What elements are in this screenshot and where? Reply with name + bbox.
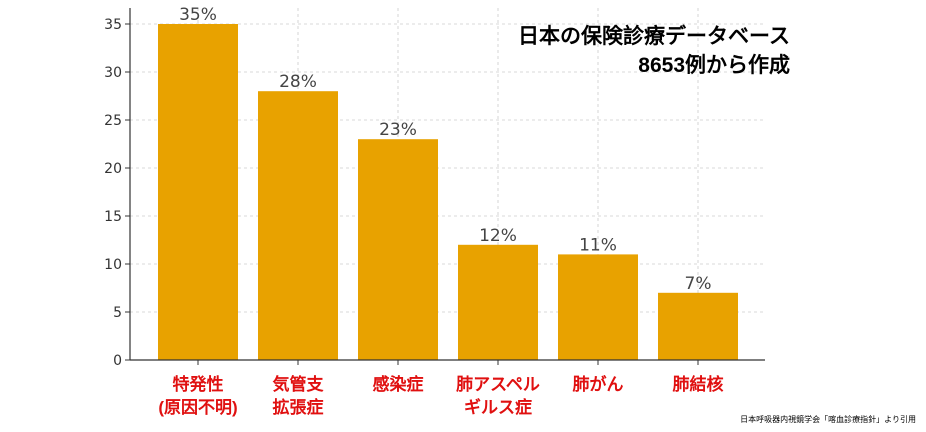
category-label-line: 拡張症 xyxy=(272,398,324,417)
data-label: 11% xyxy=(579,235,617,255)
category-label-line: 気管支 xyxy=(272,375,324,394)
y-tick-label: 15 xyxy=(104,209,122,225)
category-label-line: 肺結核 xyxy=(672,375,724,394)
category-label: 肺アスペル ギルス症 xyxy=(428,373,568,419)
data-label: 28% xyxy=(279,72,317,92)
y-axis: 0 5 10 15 20 25 30 35 xyxy=(104,8,765,369)
source-note: 日本呼吸器内視鏡学会「喀血診療指針」より引用 xyxy=(740,415,916,424)
data-labels: 35% 28% 23% 12% 11% 7% xyxy=(179,5,711,294)
bar xyxy=(358,139,438,360)
category-label-line: 肺がん xyxy=(572,375,624,394)
chart-bars xyxy=(158,24,738,360)
category-label-line: ギルス症 xyxy=(464,398,532,417)
category-label-line: 肺アスペル xyxy=(456,375,540,394)
category-label: 肺がん xyxy=(528,373,668,396)
category-label-line: (原因不明) xyxy=(158,398,238,417)
data-label: 12% xyxy=(479,226,517,246)
y-tick-label: 20 xyxy=(104,161,122,177)
y-tick-label: 30 xyxy=(104,65,122,81)
data-label: 23% xyxy=(379,120,417,140)
category-label: 感染症 xyxy=(328,373,468,396)
y-tick-label: 25 xyxy=(104,113,122,129)
annotation-line-2: 8653例から作成 xyxy=(638,54,790,77)
category-label: 肺結核 xyxy=(628,373,768,396)
y-tick-label: 10 xyxy=(104,257,122,273)
category-label: 特発性 (原因不明) xyxy=(128,373,268,419)
annotation-line-1: 日本の保険診療データベース xyxy=(518,25,790,48)
data-label: 35% xyxy=(179,5,217,25)
y-tick-label: 5 xyxy=(113,305,122,321)
category-label: 気管支 拡張症 xyxy=(228,373,368,419)
category-label-line: 感染症 xyxy=(372,375,424,394)
data-label: 7% xyxy=(685,274,712,294)
y-tick-label: 0 xyxy=(113,353,122,369)
category-label-line: 特発性 xyxy=(172,375,224,394)
bar xyxy=(258,91,338,360)
y-tick-label: 35 xyxy=(104,17,122,33)
bar xyxy=(158,24,238,360)
bar xyxy=(558,254,638,360)
bar xyxy=(458,244,538,360)
bar xyxy=(658,292,738,360)
chart-annotation: 日本の保険診療データベース 8653例から作成 xyxy=(518,22,790,80)
